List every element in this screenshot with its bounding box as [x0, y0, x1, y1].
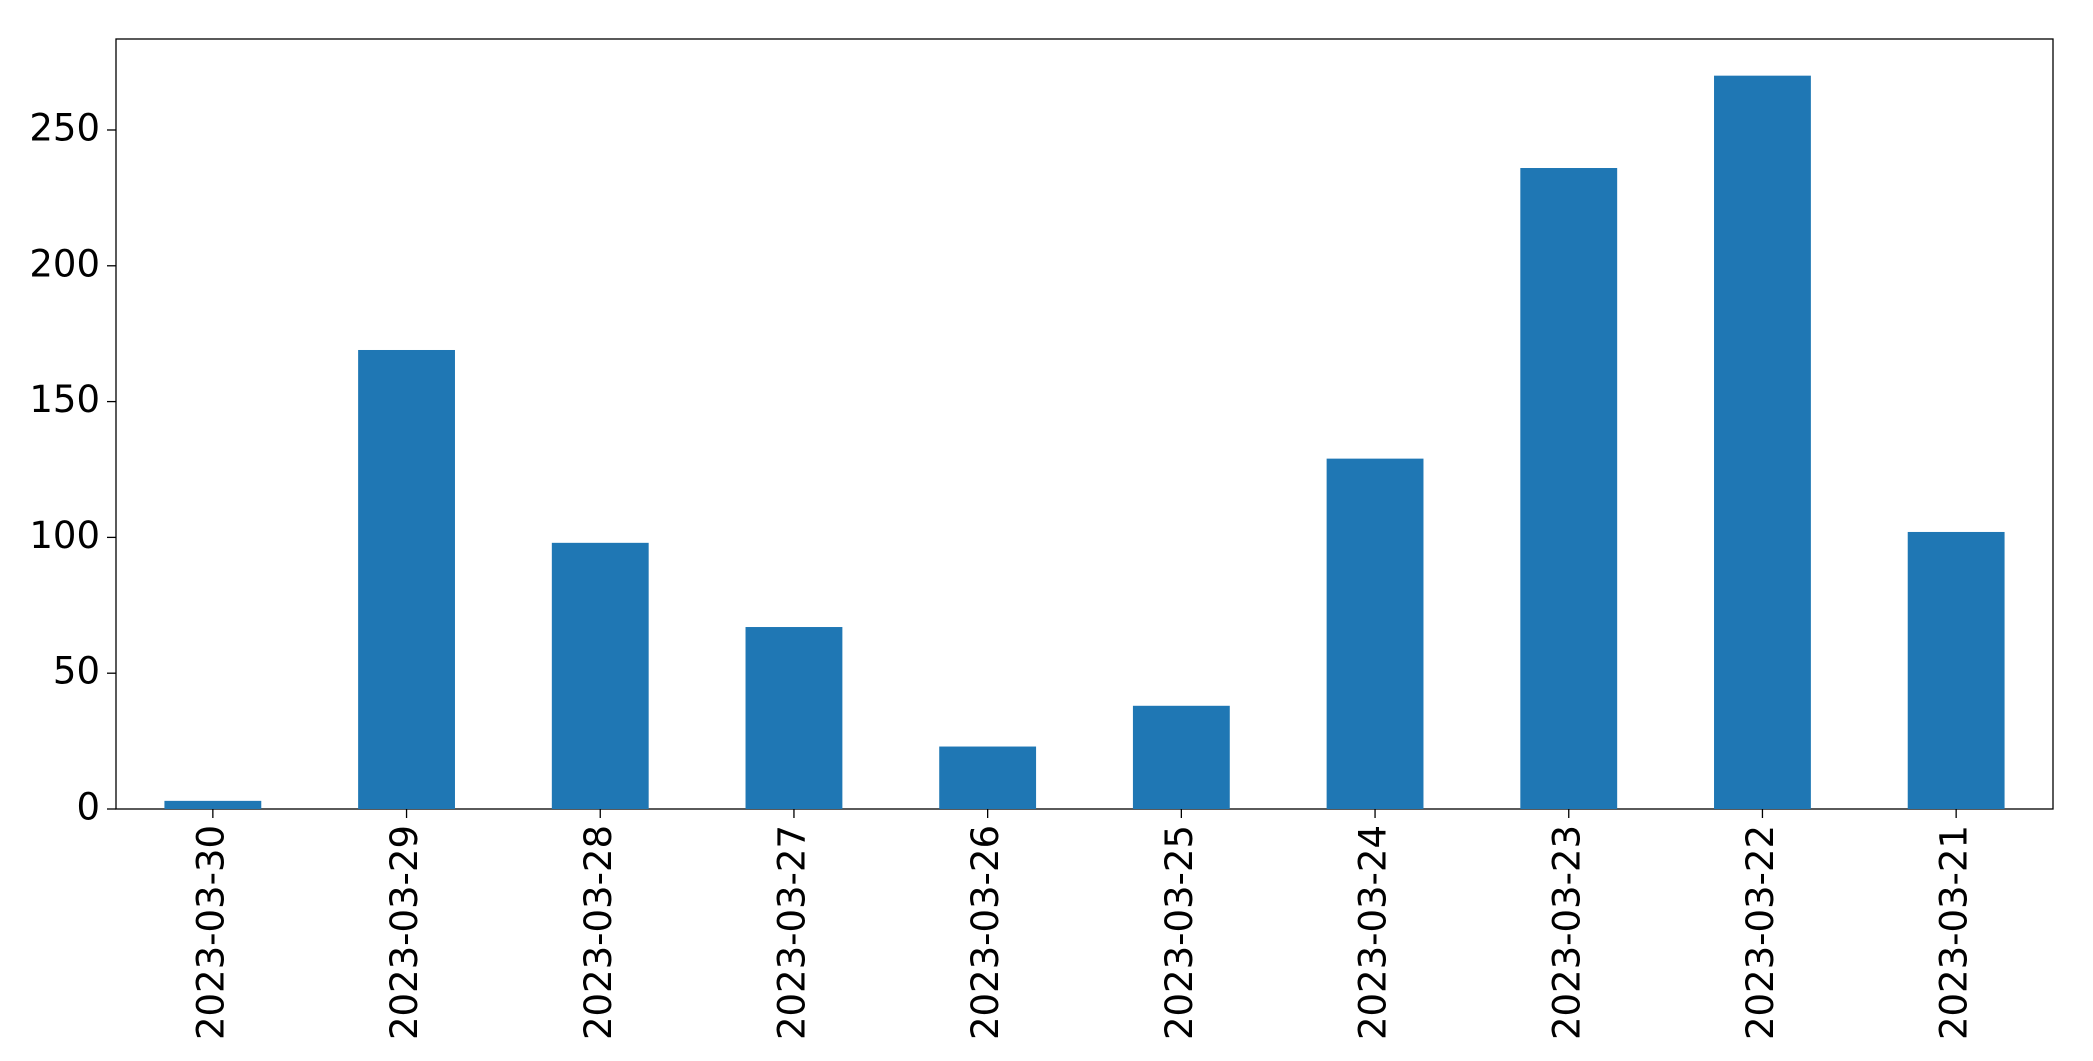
y-tick-label: 0: [76, 786, 100, 829]
x-tick-label: 2023-03-29: [383, 825, 426, 1040]
y-tick-label: 150: [29, 378, 100, 421]
x-tick-label: 2023-03-25: [1158, 825, 1201, 1040]
bar: [1326, 458, 1424, 809]
bar: [1132, 705, 1230, 809]
bar: [745, 627, 843, 809]
x-tick-label: 2023-03-24: [1352, 825, 1395, 1040]
bar: [1907, 531, 2005, 809]
x-tick-label: 2023-03-21: [1933, 825, 1976, 1040]
bar: [939, 746, 1037, 809]
bar: [551, 542, 649, 809]
x-tick-label: 2023-03-27: [770, 825, 813, 1040]
x-tick-label: 2023-03-28: [577, 825, 620, 1040]
x-tick-label: 2023-03-23: [1545, 825, 1588, 1040]
y-tick-label: 50: [53, 650, 100, 693]
bar: [1520, 168, 1618, 810]
x-tick-label: 2023-03-22: [1739, 825, 1782, 1040]
y-tick-label: 100: [29, 514, 100, 557]
bar: [358, 349, 455, 809]
plot-frame: [115, 38, 2054, 810]
bar: [1714, 75, 1811, 809]
x-tick-label: 2023-03-30: [189, 825, 232, 1040]
y-tick-label: 250: [29, 106, 100, 149]
y-tick-label: 200: [29, 242, 100, 285]
x-tick-label: 2023-03-26: [964, 825, 1007, 1040]
bar: [164, 800, 262, 809]
